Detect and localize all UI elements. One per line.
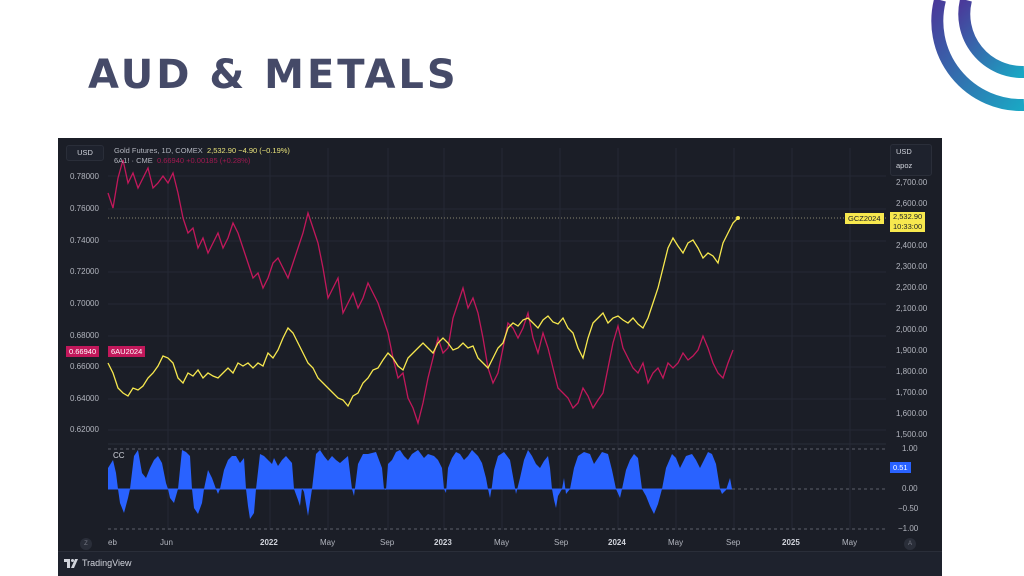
right-axis-label: 2,100.00: [896, 304, 928, 313]
right-currency-unit: apoz: [896, 161, 913, 170]
left-axis-label: 0.70000: [70, 299, 99, 308]
time-axis-label: May: [494, 538, 510, 547]
right-currency-button[interactable]: USD apoz: [890, 144, 932, 176]
time-axis-label: Sep: [554, 538, 569, 547]
left-currency-button[interactable]: USD: [66, 145, 104, 161]
tradingview-icon: [64, 558, 78, 568]
time-axis-label: Sep: [726, 538, 741, 547]
left-axis-label: 0.76000: [70, 204, 99, 213]
time-axis-label: eb: [108, 538, 117, 547]
legend-gold[interactable]: Gold Futures, 1D, COMEX 2,532.90 −4.90 (…: [114, 146, 290, 155]
right-axis-label: 1,500.00: [896, 430, 928, 439]
tradingview-chart[interactable]: USD USD apoz Gold Futures, 1D, COMEX 2,5…: [58, 138, 942, 576]
left-axis-label: 0.74000: [70, 236, 99, 245]
time-axis-label: May: [320, 538, 336, 547]
aud-symbol-tag: 6AU2024: [108, 346, 146, 357]
right-axis-label: 1,900.00: [896, 346, 928, 355]
right-axis-label: 1,800.00: [896, 367, 928, 376]
gold-series-line: [107, 217, 739, 408]
cc-axis-label: 0.00: [902, 484, 918, 493]
chart-legend: Gold Futures, 1D, COMEX 2,532.90 −4.90 (…: [114, 146, 290, 166]
time-axis-label: 2025: [782, 538, 800, 547]
aud-price-tag: 0.66940: [66, 346, 100, 357]
left-axis-label: 0.68000: [70, 331, 99, 340]
time-axis-label: 2023: [434, 538, 452, 547]
left-axis-label: 0.62000: [70, 425, 99, 434]
right-axis-label: 2,400.00: [896, 241, 928, 250]
time-axis-label: Sep: [380, 538, 395, 547]
slide-title: AUD & METALS: [88, 52, 459, 98]
legend-aud[interactable]: 6A1! · CME 0.66940 +0.00185 (+0.28%): [114, 156, 251, 165]
cc-axis-label: −0.50: [898, 504, 919, 513]
cc-axis-label: 1.00: [902, 444, 918, 453]
right-axis-label: 2,200.00: [896, 283, 928, 292]
time-axis-label: 2024: [608, 538, 626, 547]
aud-series-line: [107, 159, 734, 426]
chart-canvas[interactable]: [58, 138, 942, 551]
cc-value-tag: 0.51: [890, 462, 911, 473]
gold-price-tag: 2,532.90 10:33:00: [890, 212, 926, 232]
left-axis-label: 0.78000: [70, 172, 99, 181]
time-axis-label: May: [842, 538, 858, 547]
right-axis-label: 2,700.00: [896, 178, 928, 187]
right-currency-label: USD: [896, 147, 912, 156]
cc-axis-label: −1.00: [898, 524, 919, 533]
cc-indicator-label[interactable]: CC: [113, 451, 125, 460]
chart-footer: TradingView: [58, 551, 942, 576]
left-axis-label: 0.66000: [70, 362, 99, 371]
time-axis-label: Jun: [160, 538, 173, 547]
cc-area: [108, 450, 732, 519]
left-axis-label: 0.72000: [70, 267, 99, 276]
left-axis-label: 0.64000: [70, 394, 99, 403]
z-button[interactable]: Z: [80, 538, 92, 550]
gold-symbol-tag: GCZ2024: [845, 213, 884, 224]
time-axis-label: 2022: [260, 538, 278, 547]
time-axis-label: May: [668, 538, 684, 547]
auto-scale-button[interactable]: A: [904, 538, 916, 550]
right-axis-label: 1,700.00: [896, 388, 928, 397]
right-axis-label: 2,300.00: [896, 262, 928, 271]
tradingview-logo[interactable]: TradingView: [64, 558, 132, 568]
right-axis-label: 1,600.00: [896, 409, 928, 418]
right-axis-label: 2,600.00: [896, 199, 928, 208]
right-axis-label: 2,000.00: [896, 325, 928, 334]
decorative-arcs: [931, 0, 1024, 112]
